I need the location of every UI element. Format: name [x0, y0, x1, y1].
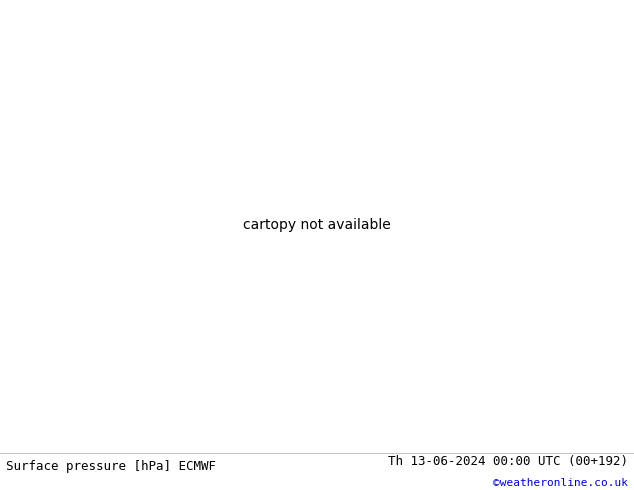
Text: cartopy not available: cartopy not available	[243, 218, 391, 232]
Text: ©weatheronline.co.uk: ©weatheronline.co.uk	[493, 478, 628, 488]
Text: Th 13-06-2024 00:00 UTC (00+192): Th 13-06-2024 00:00 UTC (00+192)	[387, 455, 628, 468]
Text: Surface pressure [hPa] ECMWF: Surface pressure [hPa] ECMWF	[6, 460, 216, 473]
